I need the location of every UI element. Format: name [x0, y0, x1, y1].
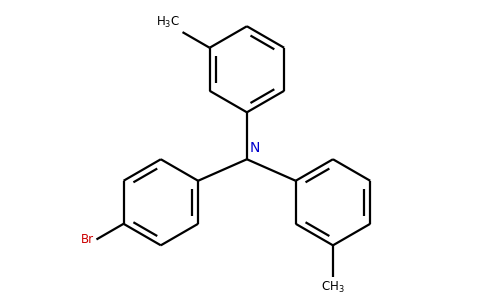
Text: CH$_3$: CH$_3$ [321, 280, 345, 295]
Text: Br: Br [81, 233, 94, 246]
Text: N: N [250, 141, 260, 155]
Text: H$_3$C: H$_3$C [156, 15, 181, 30]
